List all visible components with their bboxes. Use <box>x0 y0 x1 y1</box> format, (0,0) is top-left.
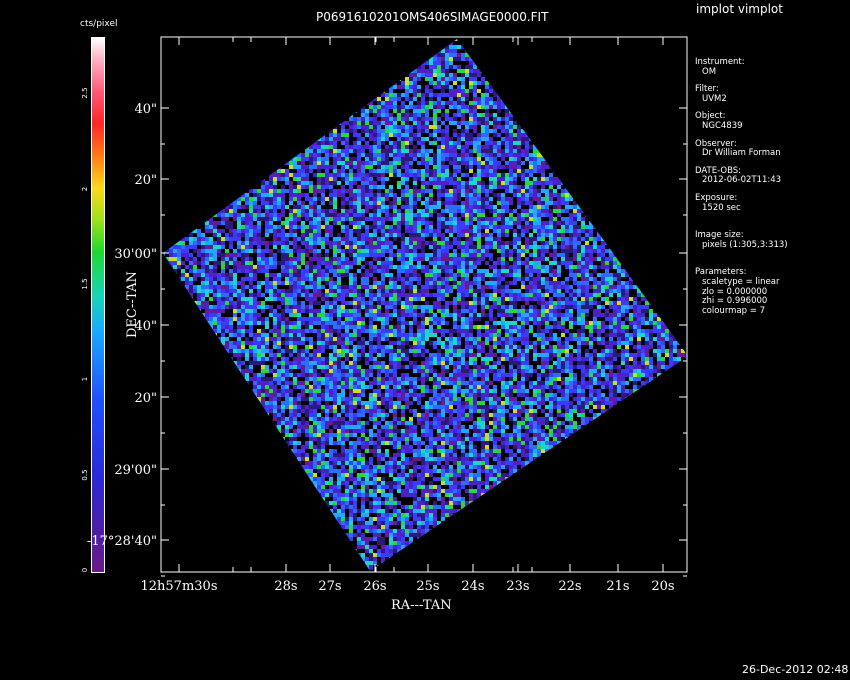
param-scaletype: scaletype = linear <box>702 276 780 287</box>
instrument-value: OM <box>702 66 717 77</box>
object-label: Object: <box>695 111 726 122</box>
x-tick-label: 28s <box>274 579 297 594</box>
x-tick-label: 20s <box>651 579 674 594</box>
colorbar <box>91 37 105 573</box>
x-tick-label: 24s <box>461 579 484 594</box>
y-tick-label: 20" <box>134 391 157 406</box>
parameters-label: Parameters: <box>695 267 747 278</box>
image-size-label: Image size: <box>695 230 744 241</box>
x-tick-label: 23s <box>506 579 529 594</box>
x-tick-label: 21s <box>606 579 629 594</box>
y-tick-label: -17°28'40" <box>87 534 157 549</box>
instrument-label: Instrument: <box>695 57 745 67</box>
colorbar-label: cts/pixel <box>80 19 118 29</box>
y-axis-label: DEC--TAN <box>125 271 140 338</box>
x-tick-label: 12h57m30s <box>141 579 218 594</box>
filter-label: Filter: <box>695 84 719 95</box>
param-zlo: zlo = 0.000000 <box>702 286 768 297</box>
date-obs-value: 2012-06-02T11:43 <box>702 175 782 186</box>
tool-name: implot vimplot <box>696 2 783 16</box>
sky-image[interactable] <box>160 35 690 575</box>
y-tick-labels: 40" 20" 30'00" 40" 20" 29'00" -17°28'40" <box>87 102 157 549</box>
x-tick-label: 25s <box>416 579 439 594</box>
object-value: NGC4839 <box>702 120 743 131</box>
exposure-value: 1520 sec <box>702 202 741 213</box>
image-title: P0691610201OMS406SIMAGE0000.FIT <box>316 10 549 24</box>
y-tick-label: 20" <box>134 173 157 188</box>
param-zhi: zhi = 0.996000 <box>702 296 768 307</box>
date-obs-label: DATE-OBS: <box>695 165 742 176</box>
x-tick-label: 26s <box>363 579 386 594</box>
exposure-label: Exposure: <box>695 192 738 203</box>
x-tick-label: 22s <box>558 579 581 594</box>
y-tick-label: 30'00" <box>114 247 157 262</box>
observer-value: Dr William Forman <box>702 148 781 159</box>
y-tick-label: 29'00" <box>114 463 157 478</box>
observer-label: Observer: <box>695 138 737 149</box>
param-colourmap: colourmap = 7 <box>702 305 765 316</box>
x-axis-label: RA---TAN <box>391 598 452 613</box>
image-size-value: pixels (1:305,3:313) <box>702 239 788 250</box>
plot-timestamp: 26-Dec-2012 02:48 <box>742 663 849 676</box>
y-tick-label: 40" <box>134 319 157 334</box>
x-tick-labels: 12h57m30s 28s 27s 26s 25s 24s 23s 22s 21s 20s <box>141 579 675 594</box>
y-tick-label: 40" <box>134 102 157 117</box>
info-panel: Instrument: OM Filter: UVM2 Object: NGC4… <box>695 57 788 316</box>
axis-ticks <box>161 37 687 577</box>
plot-frame <box>160 36 688 573</box>
filter-value: UVM2 <box>702 93 727 104</box>
x-tick-label: 27s <box>318 579 341 594</box>
